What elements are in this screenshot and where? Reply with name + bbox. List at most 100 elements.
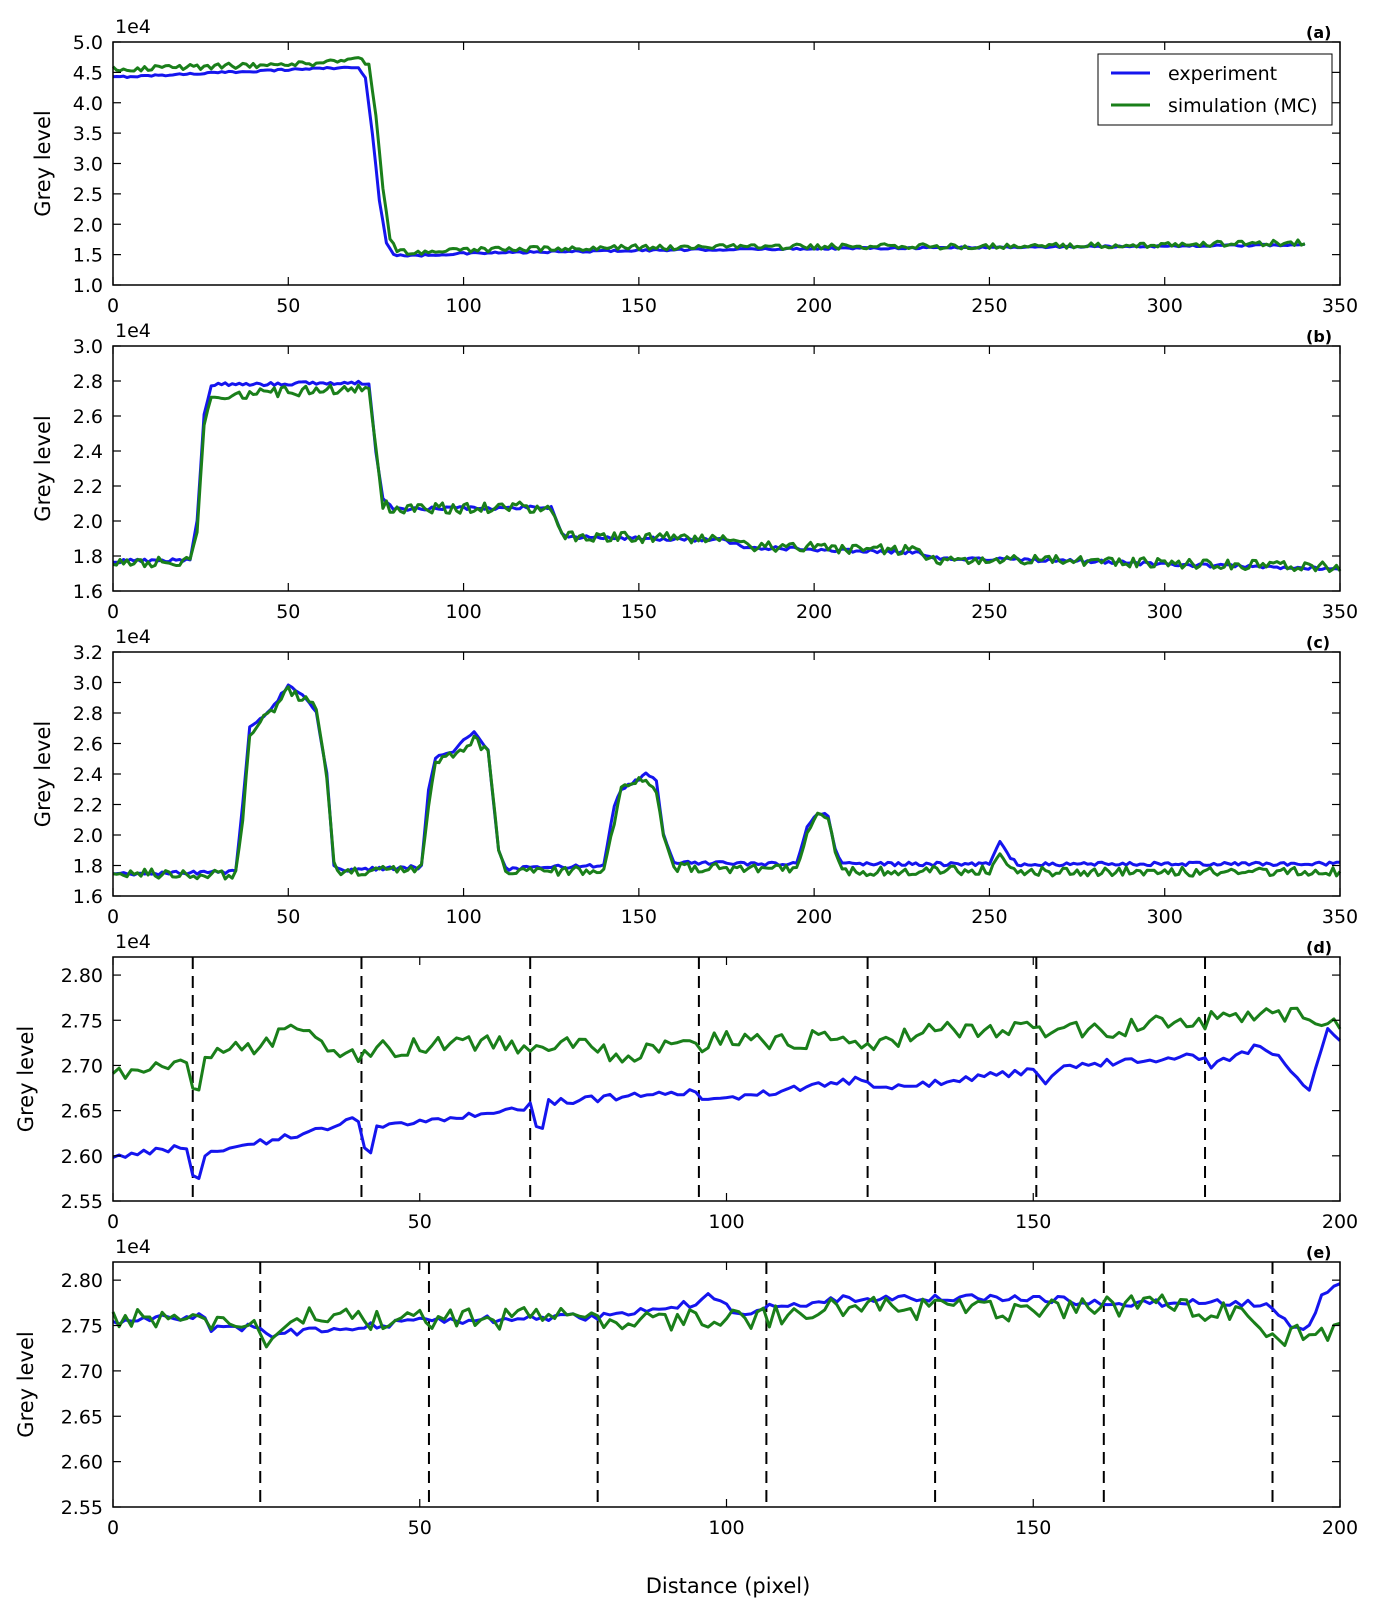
x-tick-label: 100	[445, 295, 481, 317]
y-tick-label: 4.5	[73, 62, 103, 84]
legend-box	[1097, 53, 1333, 126]
series-line-simulation	[111, 1293, 1341, 1349]
series-line-experiment	[112, 379, 1341, 572]
legend-label: experiment	[1168, 63, 1277, 85]
y-axis-title: Grey level	[31, 415, 55, 521]
y-tick-label: 1.6	[73, 886, 103, 908]
series-line-simulation	[112, 1006, 1342, 1092]
x-tick-label: 0	[107, 1211, 119, 1233]
x-tick-label: 200	[796, 601, 832, 623]
y-tick-label: 2.0	[73, 825, 103, 847]
y-axis-title: Grey level	[14, 1331, 38, 1437]
panel-label: (b)	[1306, 327, 1332, 346]
x-tick-label: 150	[621, 295, 657, 317]
x-tick-label: 50	[408, 1517, 432, 1539]
y-tick-label: 2.8	[73, 371, 103, 393]
y-tick-label: 2.4	[73, 764, 103, 786]
x-tick-label: 0	[107, 1517, 119, 1539]
y-tick-label: 2.2	[73, 476, 103, 498]
legend: experiment simulation (MC)	[1097, 53, 1333, 126]
x-tick-label: 50	[276, 295, 300, 317]
series-line-experiment	[112, 683, 1341, 877]
y-tick-label: 2.4	[73, 441, 103, 463]
legend-label: simulation (MC)	[1168, 95, 1318, 117]
y-tick-label: 2.60	[61, 1146, 103, 1168]
x-tick-label: 300	[1147, 295, 1183, 317]
y-tick-label: 2.80	[61, 965, 103, 987]
x-tick-label: 200	[796, 295, 832, 317]
panel-label: (a)	[1306, 23, 1331, 42]
y-axis-title: Grey level	[31, 110, 55, 216]
panel-b: 0 50 100 150 200 250 300 350 1.6 1.8 2.0 2.2 2.4 2.6 2…	[31, 320, 1358, 623]
panel-d: 0 50 100 150 200 2.55 2.60 2.65 2.70 2.75 2.80 1e4 (…	[14, 931, 1358, 1233]
y-tick-label: 1.0	[73, 275, 103, 297]
x-tick-label: 250	[971, 601, 1007, 623]
series-line-simulation	[112, 383, 1342, 573]
x-tick-label: 0	[107, 601, 119, 623]
axes-frame	[112, 651, 1341, 897]
y-offset-label: 1e4	[115, 320, 151, 342]
x-tick-label: 0	[107, 295, 119, 317]
x-tick-label: 50	[276, 601, 300, 623]
y-tick-label: 1.8	[73, 546, 103, 568]
x-tick-label: 200	[1322, 1211, 1358, 1233]
y-offset-label: 1e4	[115, 16, 151, 38]
y-tick-label: 2.75	[61, 1316, 103, 1338]
y-tick-label: 2.70	[61, 1361, 103, 1383]
y-tick-label: 2.8	[73, 703, 103, 725]
y-tick-label: 3.0	[73, 154, 103, 176]
panel-a: 0 50 100 150 200 250 300 350 1.0 1.5 2.0 2.5 3.0 3.5 4…	[31, 16, 1358, 317]
y-tick-label: 2.5	[73, 184, 103, 206]
y-tick-label: 2.6	[73, 406, 103, 428]
x-tick-label: 100	[445, 601, 481, 623]
y-tick-label: 2.65	[61, 1406, 103, 1428]
panel-label: (c)	[1306, 633, 1330, 652]
y-tick-label: 2.55	[61, 1191, 103, 1213]
series-line-experiment	[112, 1282, 1341, 1339]
x-tick-label: 350	[1322, 295, 1358, 317]
x-tick-label: 150	[1015, 1517, 1051, 1539]
x-tick-label: 50	[408, 1211, 432, 1233]
y-tick-label: 2.0	[73, 214, 103, 236]
x-tick-label: 250	[971, 906, 1007, 928]
x-axis-title: Distance (pixel)	[646, 1574, 811, 1598]
y-tick-label: 1.5	[73, 245, 103, 267]
x-tick-label: 200	[1322, 1517, 1358, 1539]
x-tick-label: 150	[621, 601, 657, 623]
axes-frame	[112, 345, 1341, 592]
y-tick-label: 2.60	[61, 1452, 103, 1474]
x-tick-label: 300	[1147, 906, 1183, 928]
x-tick-label: 150	[1015, 1211, 1051, 1233]
y-tick-label: 2.2	[73, 795, 103, 817]
y-tick-label: 3.5	[73, 123, 103, 145]
x-tick-label: 350	[1322, 906, 1358, 928]
x-tick-label: 100	[445, 906, 481, 928]
axes-frame	[112, 956, 1341, 1202]
y-tick-label: 3.0	[73, 336, 103, 358]
y-tick-label: 2.70	[61, 1055, 103, 1077]
x-tick-label: 50	[276, 906, 300, 928]
y-tick-label: 3.2	[73, 642, 103, 664]
panel-label: (d)	[1306, 938, 1332, 957]
y-axis-title: Grey level	[14, 1026, 38, 1132]
x-tick-label: 300	[1147, 601, 1183, 623]
y-offset-label: 1e4	[115, 931, 151, 953]
x-tick-label: 0	[107, 906, 119, 928]
panel-c: 0 50 100 150 200 250 300 350 1.6 1.8 2.0 2.2 2.4 2.6 2…	[31, 626, 1358, 928]
x-tick-label: 250	[971, 295, 1007, 317]
x-tick-label: 200	[796, 906, 832, 928]
y-tick-label: 4.0	[73, 93, 103, 115]
series-line-experiment	[112, 1027, 1342, 1180]
y-tick-label: 2.75	[61, 1010, 103, 1032]
y-tick-label: 2.80	[61, 1270, 103, 1292]
y-tick-label: 1.6	[73, 581, 103, 603]
y-tick-label: 2.65	[61, 1101, 103, 1123]
y-tick-label: 2.0	[73, 511, 103, 533]
y-tick-label: 5.0	[73, 32, 103, 54]
x-tick-label: 350	[1322, 601, 1358, 623]
y-offset-label: 1e4	[115, 1236, 151, 1258]
series-line-simulation	[111, 56, 1306, 256]
x-tick-label: 100	[708, 1517, 744, 1539]
panel-label: (e)	[1306, 1243, 1331, 1262]
